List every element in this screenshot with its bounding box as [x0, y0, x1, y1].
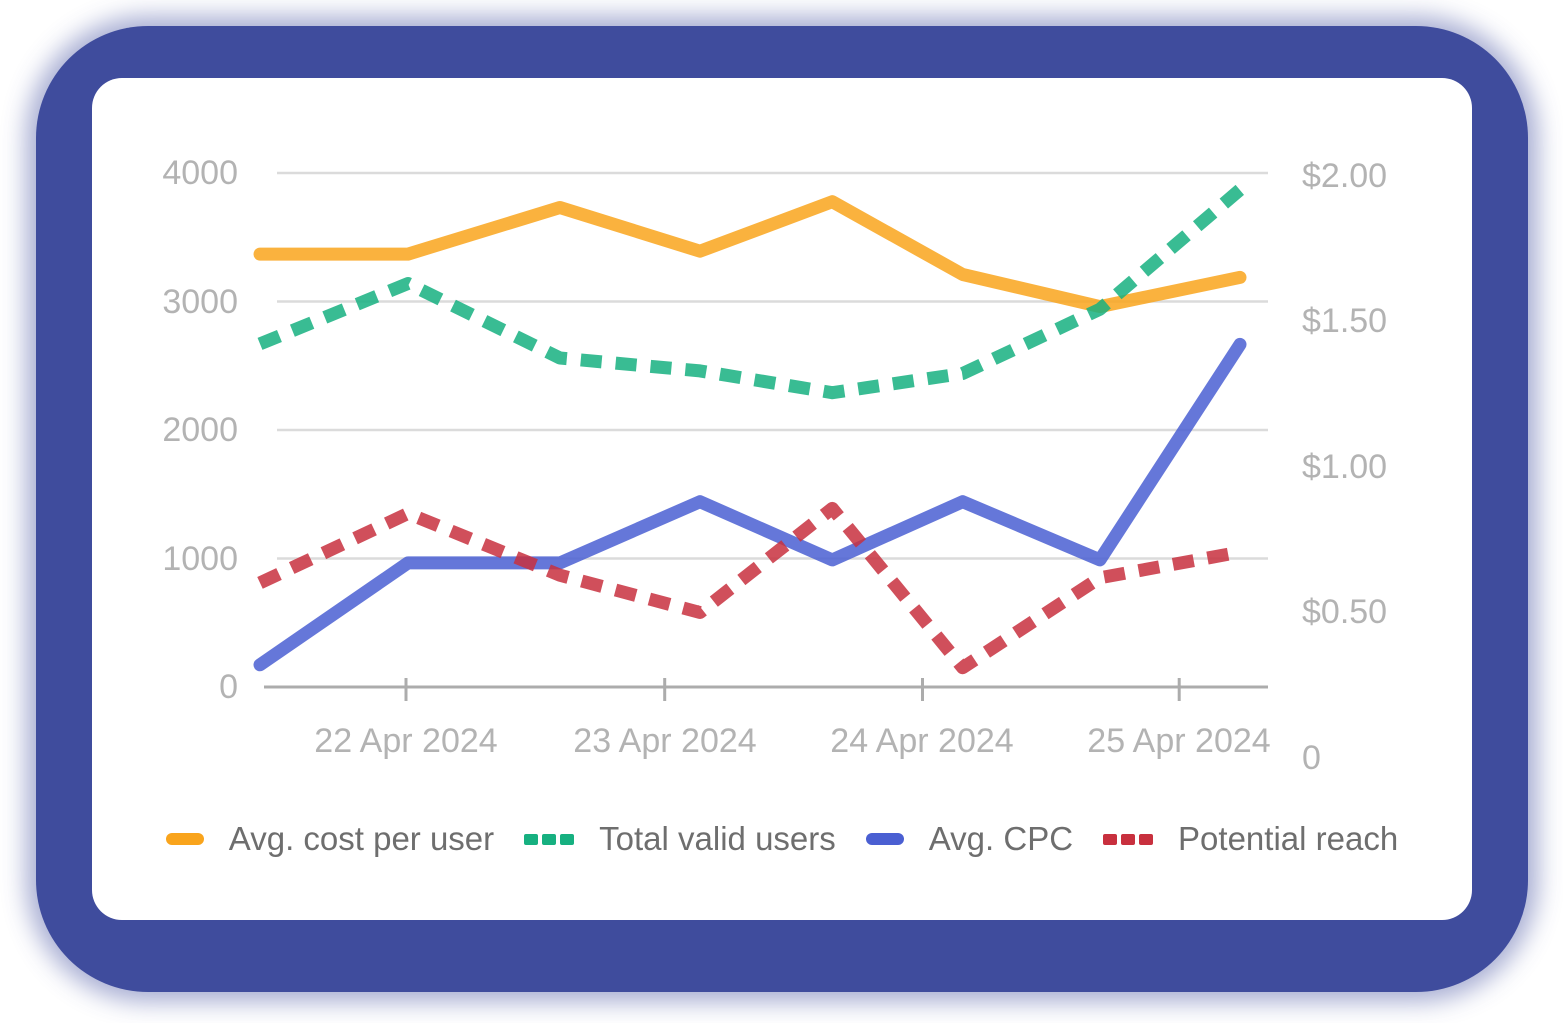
legend-swatch-total-valid-users: [524, 833, 575, 845]
legend-swatch-avg-cost-per-user: [165, 833, 204, 845]
right-axis-label: 0: [1302, 739, 1321, 777]
right-axis-label: $0.50: [1302, 593, 1388, 631]
line-chart: [253, 171, 1268, 701]
chart-legend: Avg. cost per user Total valid users Avg. …: [92, 820, 1472, 858]
legend-item-avg-cost-per-user[interactable]: Avg. cost per user: [165, 820, 495, 858]
series-line-avg-cost-per-user: [253, 195, 1247, 314]
legend-dash: [1139, 833, 1154, 845]
series-line-avg-cpc: [253, 337, 1247, 672]
chart-card: Avg. cost per user Total valid users Avg. …: [92, 78, 1472, 920]
left-axis-label: 3000: [162, 283, 238, 321]
legend-label: Avg. CPC: [928, 820, 1074, 857]
series-line-potential-reach: [257, 501, 1242, 675]
legend-swatch-potential-reach: [1103, 833, 1154, 845]
legend-dash: [560, 833, 575, 845]
left-axis-label: 2000: [162, 411, 238, 449]
legend-dash: [1103, 833, 1118, 845]
x-axis-label: 23 Apr 2024: [573, 722, 757, 760]
x-axis-label: 22 Apr 2024: [314, 722, 498, 760]
series-line-total-valid-users: [257, 184, 1245, 400]
legend-dash: [542, 833, 557, 845]
legend-label: Potential reach: [1178, 820, 1399, 857]
right-axis-label: $2.00: [1302, 157, 1388, 195]
legend-dash: [524, 833, 539, 845]
legend-swatch-avg-cpc: [865, 833, 904, 845]
left-axis-label: 0: [219, 668, 238, 706]
legend-label: Total valid users: [599, 820, 836, 857]
x-axis-label: 24 Apr 2024: [830, 722, 1014, 760]
legend-item-avg-cpc[interactable]: Avg. CPC: [865, 820, 1074, 858]
legend-item-potential-reach[interactable]: Potential reach: [1103, 820, 1398, 858]
legend-dash: [1121, 833, 1136, 845]
right-axis-label: $1.50: [1302, 302, 1388, 340]
legend-label: Avg. cost per user: [228, 820, 495, 857]
left-axis-label: 1000: [162, 540, 238, 578]
left-axis-label: 4000: [162, 154, 238, 192]
x-axis-label: 25 Apr 2024: [1087, 722, 1271, 760]
outer-frame: Avg. cost per user Total valid users Avg. …: [36, 26, 1528, 992]
legend-item-total-valid-users[interactable]: Total valid users: [524, 820, 836, 858]
right-axis-label: $1.00: [1302, 448, 1388, 486]
